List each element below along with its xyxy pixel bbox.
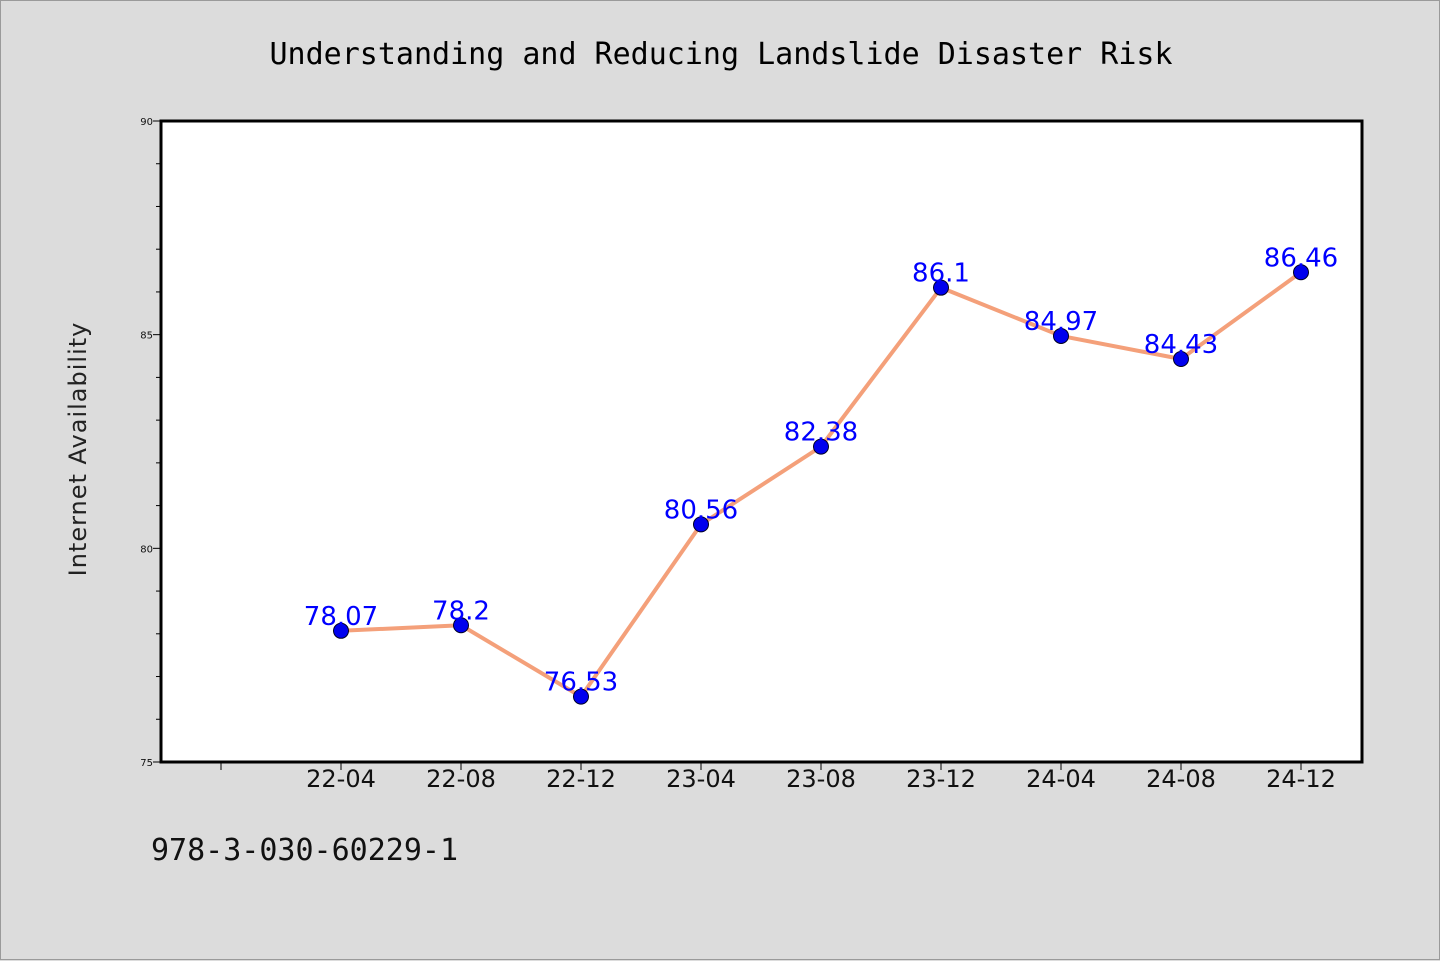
data-label: 78.2 xyxy=(432,596,490,626)
data-point xyxy=(813,438,829,455)
data-label: 80.56 xyxy=(664,495,738,525)
data-point xyxy=(693,516,709,533)
x-tick-label: 23-12 xyxy=(906,765,976,793)
data-point xyxy=(573,688,589,705)
data-point xyxy=(1053,327,1069,344)
data-label: 84.43 xyxy=(1144,330,1218,360)
y-tick-label: 75 xyxy=(140,758,153,769)
x-tick-label: 22-12 xyxy=(546,765,616,793)
data-label: 82.38 xyxy=(784,418,858,448)
data-point xyxy=(453,617,469,634)
x-tick-label: 22-08 xyxy=(426,765,496,793)
y-tick-label: 80 xyxy=(140,544,153,555)
data-point xyxy=(1293,264,1309,281)
data-label: 86.1 xyxy=(912,259,970,289)
x-tick-label: 23-08 xyxy=(786,765,856,793)
data-label: 84.97 xyxy=(1024,307,1098,337)
x-tick-label: 24-04 xyxy=(1026,765,1096,793)
y-tick-label: 90 xyxy=(140,117,153,128)
plot-area xyxy=(159,119,1364,764)
data-point xyxy=(333,622,349,639)
series-layer: 78.07 78.2 76.53 80.56 82.38 86.1 84.97 84.43 86… xyxy=(304,243,1338,705)
x-tick-label: 24-12 xyxy=(1266,765,1336,793)
y-axis: 75 80 85 90 xyxy=(140,117,161,769)
x-tick-label: 22-04 xyxy=(306,765,376,793)
x-axis: 22-04 22-08 22-12 23-04 23-08 23-12 24-04 24-08… xyxy=(220,762,1336,793)
y-axis-label: Internet Availability xyxy=(64,322,92,577)
data-point xyxy=(933,279,949,296)
footer-identifier: 978-3-030-60229-1 xyxy=(151,833,459,868)
data-label: 86.46 xyxy=(1264,243,1338,273)
x-tick-label: 24-08 xyxy=(1146,765,1216,793)
chart-title: Understanding and Reducing Landslide Dis… xyxy=(269,37,1172,72)
y-tick-label: 85 xyxy=(140,331,153,342)
data-label: 76.53 xyxy=(544,668,618,698)
data-label: 78.07 xyxy=(304,602,378,632)
data-point xyxy=(1173,351,1189,368)
x-tick-label: 23-04 xyxy=(666,765,736,793)
